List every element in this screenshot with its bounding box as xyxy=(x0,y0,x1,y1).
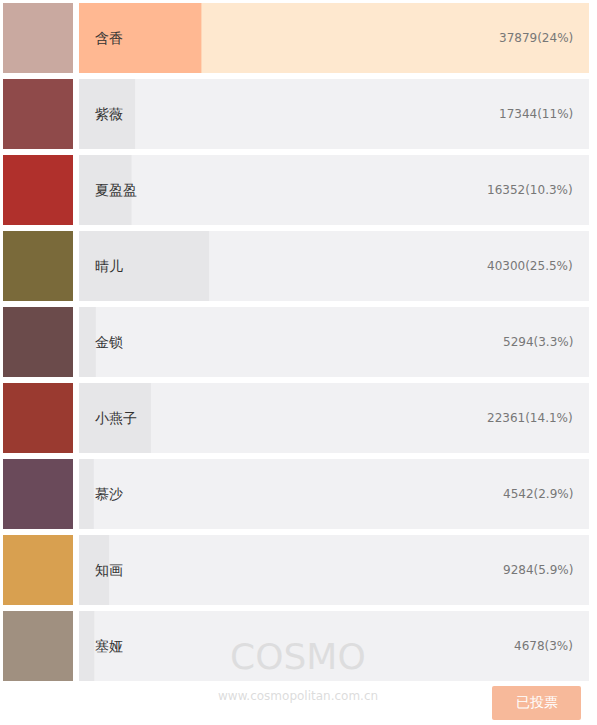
svg-text:COSMO: COSMO xyxy=(230,636,366,677)
svg-text:9284(5.9%): 9284(5.9%) xyxy=(503,563,573,577)
svg-text:22361(14.1%): 22361(14.1%) xyxy=(487,411,573,425)
svg-text:小燕子: 小燕子 xyxy=(95,410,137,426)
svg-text:夏盈盈: 夏盈盈 xyxy=(95,182,137,198)
svg-text:晴儿: 晴儿 xyxy=(95,258,123,274)
svg-text:金锁: 金锁 xyxy=(95,334,123,350)
svg-text:16352(10.3%): 16352(10.3%) xyxy=(487,183,573,197)
svg-text:4542(2.9%): 4542(2.9%) xyxy=(503,487,573,501)
svg-text:塞娅: 塞娅 xyxy=(95,638,123,654)
svg-text:www.cosmopolitan.com.cn: www.cosmopolitan.com.cn xyxy=(218,689,378,703)
svg-text:4678(3%): 4678(3%) xyxy=(514,639,573,653)
svg-text:慕沙: 慕沙 xyxy=(95,486,123,502)
svg-text:17344(11%): 17344(11%) xyxy=(499,107,573,121)
svg-text:37879(24%): 37879(24%) xyxy=(499,31,573,45)
svg-text:40300(25.5%): 40300(25.5%) xyxy=(487,259,573,273)
svg-text:紫薇: 紫薇 xyxy=(95,106,123,122)
html-text:已投票: 已投票 xyxy=(515,694,558,710)
svg-text:含香: 含香 xyxy=(95,30,123,46)
svg-text:知画: 知画 xyxy=(95,562,123,578)
svg-text:5294(3.3%): 5294(3.3%) xyxy=(503,335,573,349)
